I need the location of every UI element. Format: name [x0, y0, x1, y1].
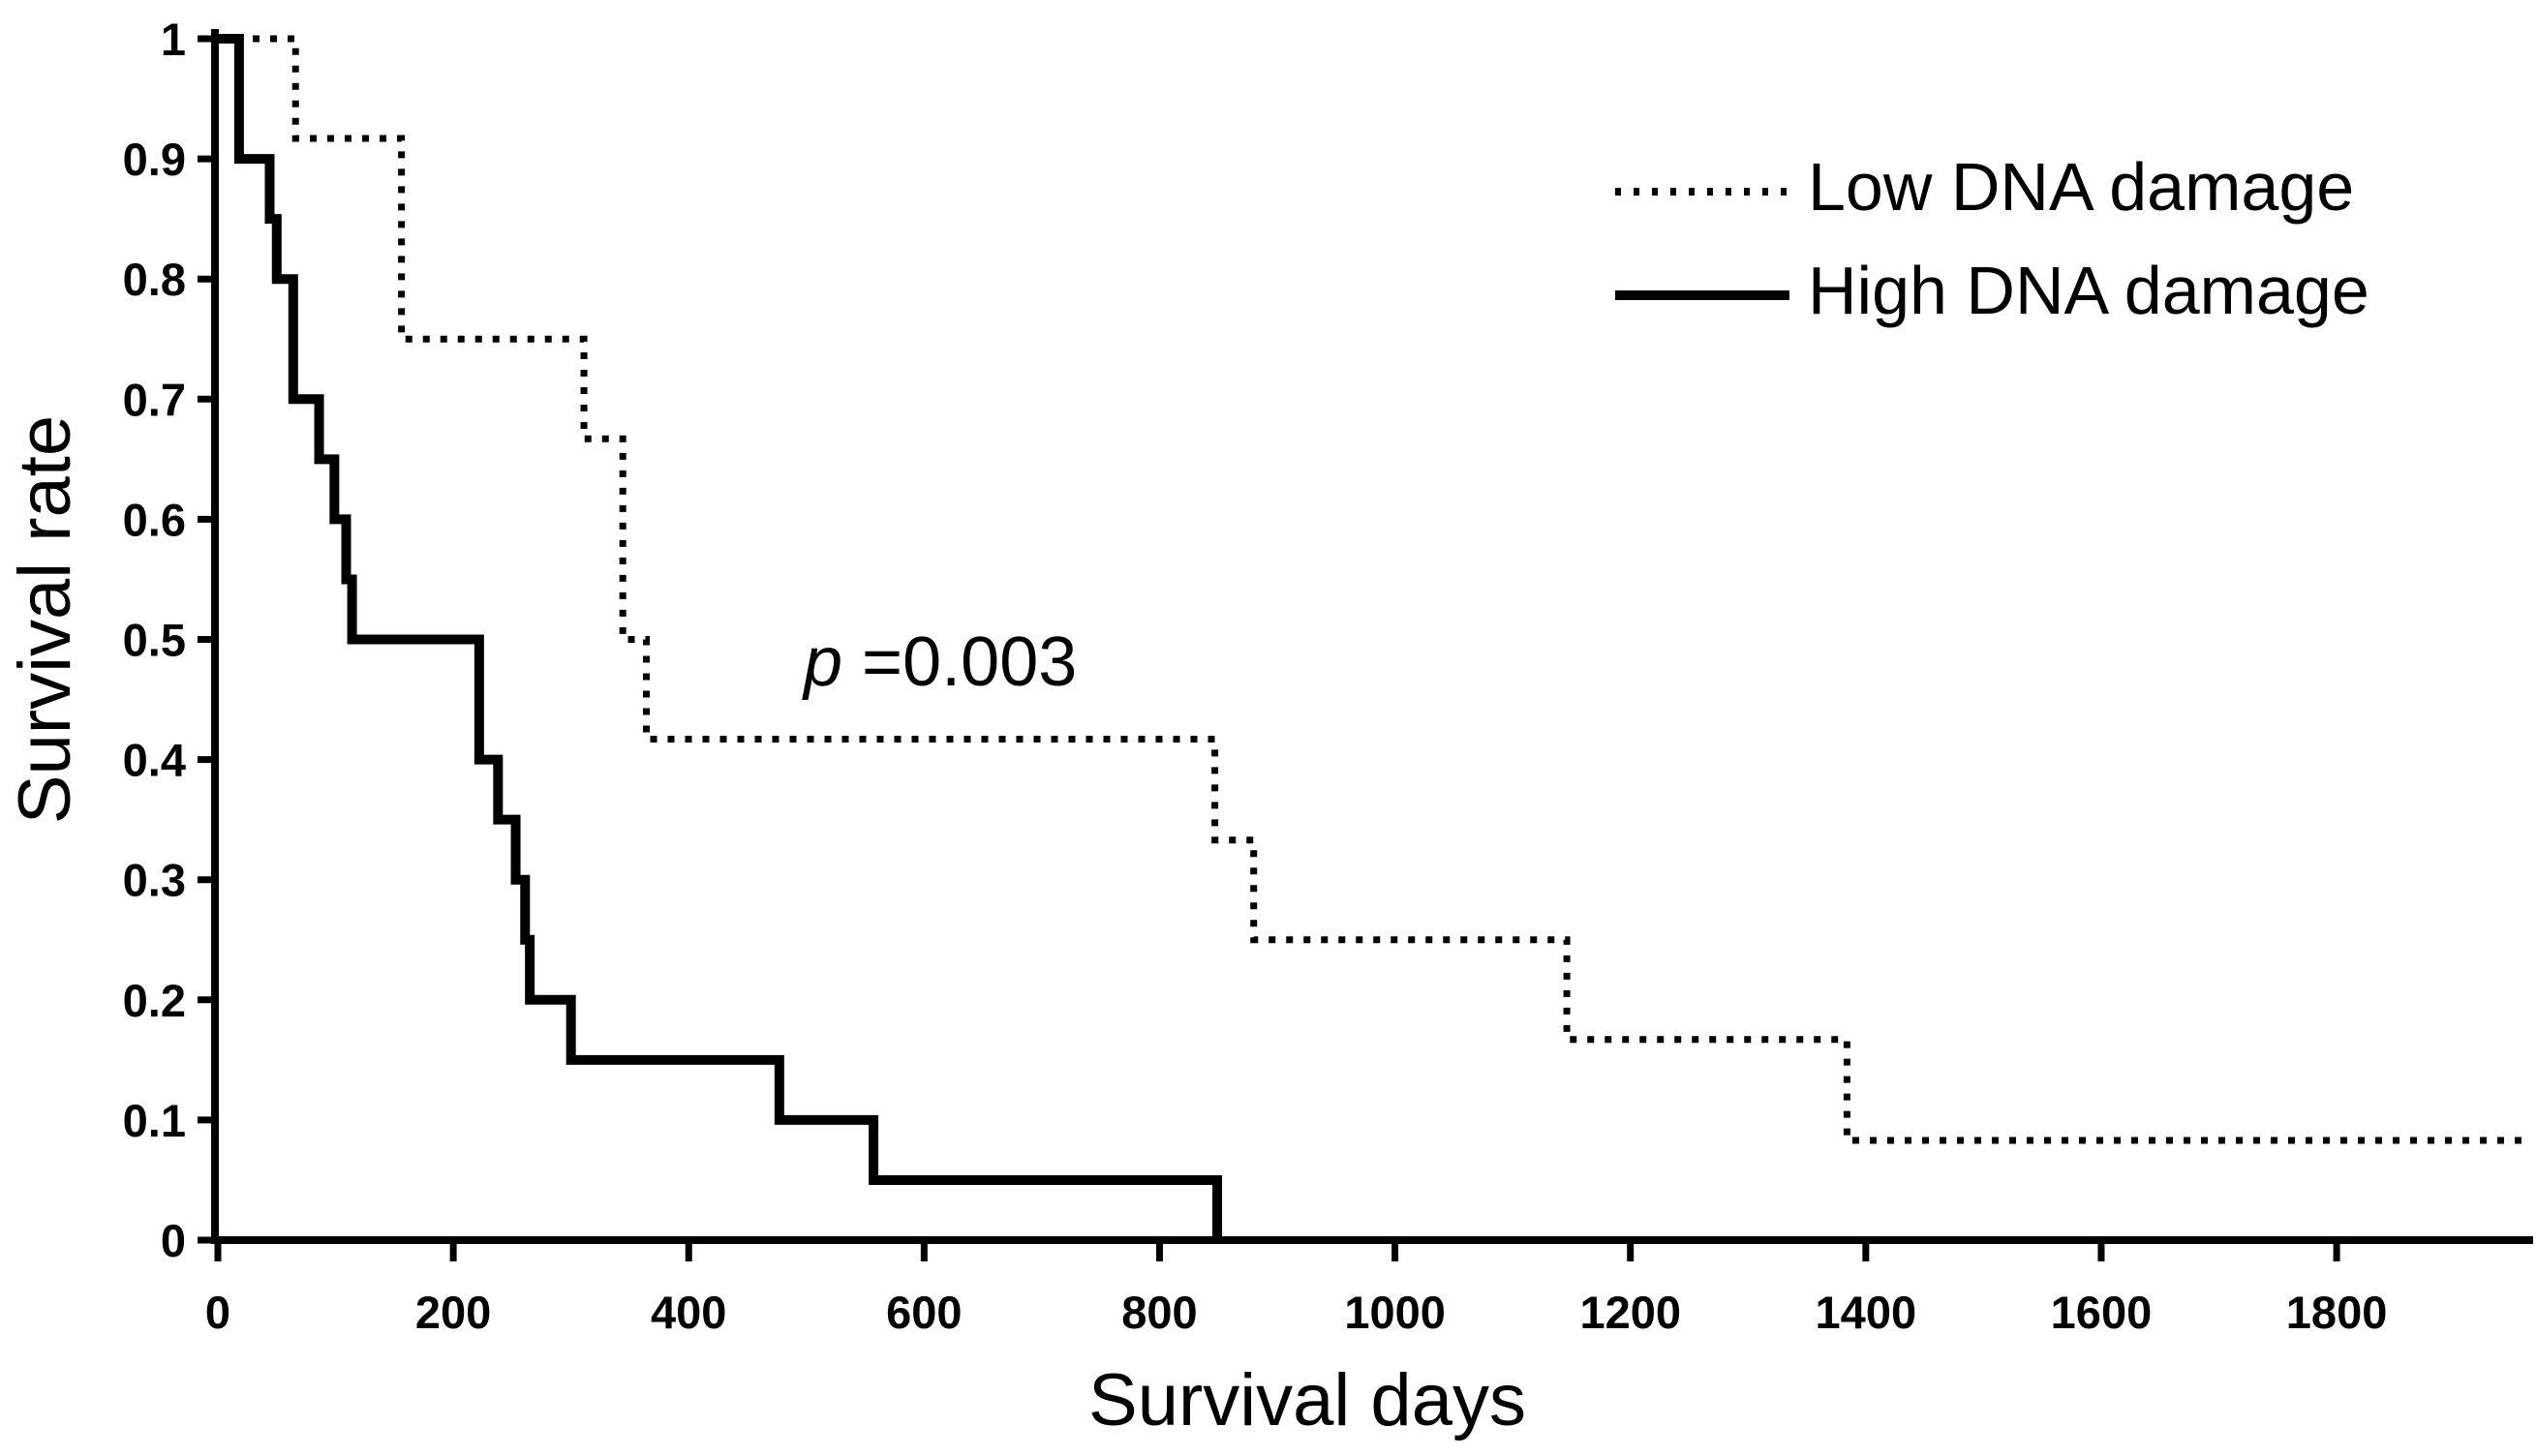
y-tick-label: 0: [161, 1215, 186, 1266]
legend: Low DNA damage High DNA damage: [1615, 149, 2369, 328]
x-axis-title: Survival days: [1088, 1359, 1526, 1441]
y-tick-label: 0.5: [123, 615, 186, 666]
survival-curves: [218, 34, 2532, 1240]
y-axis-title: Survival rate: [4, 415, 86, 824]
legend-label-high: High DNA damage: [1808, 253, 2369, 328]
low-dna-damage-curve: [218, 35, 2532, 1144]
high-dna-damage-curve: [218, 34, 1223, 1240]
legend-item-high: High DNA damage: [1615, 253, 2369, 328]
y-axis-ticks: 1 0.9 0.8 0.7 0.6 0.5 0.4 0.3 0.2 0.1 0: [123, 14, 215, 1266]
y-tick-label: 0.8: [123, 254, 186, 305]
x-tick-label: 600: [886, 1287, 962, 1338]
x-tick-label: 1400: [1816, 1287, 1917, 1338]
p-value-annotation: p =0.003: [802, 623, 1077, 701]
y-tick-label: 1: [161, 14, 186, 65]
legend-label-low: Low DNA damage: [1808, 149, 2354, 225]
x-axis-ticks: 0 200 400 600 800 1000 1200 1400 1600 1800: [205, 1240, 2387, 1338]
y-tick-label: 0.9: [123, 134, 186, 185]
p-value-text: =0.003: [842, 623, 1077, 701]
x-tick-label: 1000: [1344, 1287, 1446, 1338]
x-tick-label: 0: [205, 1287, 230, 1338]
x-tick-label: 400: [651, 1287, 726, 1338]
y-tick-label: 0.2: [123, 975, 186, 1026]
y-tick-label: 0.1: [123, 1095, 186, 1146]
y-tick-label: 0.6: [123, 494, 186, 545]
y-tick-label: 0.4: [123, 735, 186, 786]
p-symbol: p: [802, 623, 842, 701]
legend-item-low: Low DNA damage: [1615, 149, 2354, 225]
y-tick-label: 0.3: [123, 855, 186, 906]
x-tick-label: 200: [415, 1287, 491, 1338]
x-tick-label: 1800: [2286, 1287, 2388, 1338]
x-tick-label: 1600: [2051, 1287, 2153, 1338]
x-tick-label: 800: [1121, 1287, 1197, 1338]
x-tick-label: 1200: [1579, 1287, 1681, 1338]
y-tick-label: 0.7: [123, 374, 186, 425]
